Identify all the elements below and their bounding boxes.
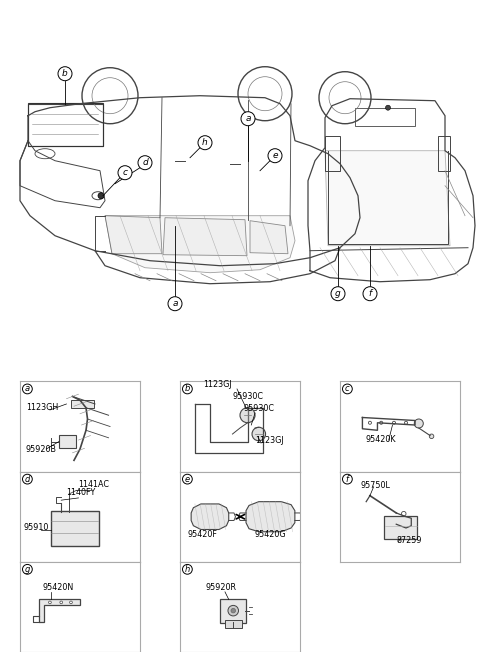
- Circle shape: [168, 297, 182, 311]
- FancyBboxPatch shape: [220, 599, 246, 623]
- Polygon shape: [105, 216, 295, 273]
- Circle shape: [385, 105, 391, 110]
- Circle shape: [228, 606, 239, 616]
- Bar: [28, 104, 103, 145]
- Circle shape: [23, 565, 32, 574]
- Text: a: a: [25, 385, 30, 393]
- Circle shape: [252, 427, 265, 441]
- Polygon shape: [325, 151, 450, 246]
- Circle shape: [182, 474, 192, 484]
- Text: 1123GJ: 1123GJ: [255, 436, 284, 445]
- Text: d: d: [142, 158, 148, 167]
- Circle shape: [405, 421, 408, 424]
- FancyBboxPatch shape: [225, 620, 242, 629]
- Text: b: b: [62, 69, 68, 78]
- Circle shape: [198, 136, 212, 150]
- Bar: [325, 136, 340, 171]
- Circle shape: [414, 419, 423, 428]
- Text: 1123GH: 1123GH: [26, 403, 58, 412]
- Text: 95930C: 95930C: [244, 404, 275, 413]
- Polygon shape: [105, 216, 162, 254]
- Text: 95920B: 95920B: [26, 445, 57, 454]
- Text: g: g: [24, 565, 30, 574]
- Text: 95910: 95910: [24, 524, 49, 532]
- Circle shape: [401, 511, 406, 516]
- Polygon shape: [39, 599, 80, 622]
- Text: g: g: [335, 289, 341, 298]
- Text: f: f: [346, 475, 349, 484]
- Circle shape: [182, 565, 192, 574]
- Circle shape: [23, 384, 32, 394]
- FancyBboxPatch shape: [384, 516, 417, 539]
- Text: 1123GJ: 1123GJ: [203, 380, 232, 389]
- Circle shape: [182, 384, 192, 394]
- Text: 95420K: 95420K: [366, 434, 396, 443]
- Text: e: e: [272, 151, 278, 160]
- Text: 95420N: 95420N: [42, 584, 73, 593]
- Circle shape: [70, 601, 72, 604]
- Polygon shape: [163, 218, 247, 256]
- Polygon shape: [191, 504, 229, 529]
- Text: 1141AC: 1141AC: [79, 481, 109, 490]
- FancyBboxPatch shape: [71, 400, 94, 408]
- Circle shape: [343, 384, 352, 394]
- Polygon shape: [246, 501, 295, 532]
- Text: 95750L: 95750L: [361, 481, 391, 490]
- Text: b: b: [185, 385, 190, 393]
- Circle shape: [331, 287, 345, 301]
- Circle shape: [118, 166, 132, 180]
- Circle shape: [369, 421, 372, 424]
- Circle shape: [138, 156, 152, 170]
- Text: a: a: [245, 114, 251, 123]
- Circle shape: [363, 287, 377, 301]
- Circle shape: [58, 67, 72, 81]
- Circle shape: [240, 408, 255, 422]
- Text: 95420F: 95420F: [188, 530, 217, 539]
- Text: 95420G: 95420G: [254, 530, 286, 539]
- Circle shape: [380, 421, 383, 424]
- Circle shape: [23, 474, 32, 484]
- Circle shape: [241, 111, 255, 126]
- Bar: [355, 108, 415, 126]
- Text: 95920R: 95920R: [206, 584, 237, 593]
- Text: c: c: [122, 168, 128, 177]
- Circle shape: [393, 421, 396, 424]
- Text: f: f: [369, 289, 372, 298]
- Circle shape: [231, 608, 236, 613]
- Text: h: h: [202, 138, 208, 147]
- Bar: [438, 136, 450, 171]
- Text: e: e: [185, 475, 190, 484]
- Text: h: h: [185, 565, 190, 574]
- Circle shape: [268, 149, 282, 163]
- Circle shape: [343, 474, 352, 484]
- FancyBboxPatch shape: [51, 511, 99, 546]
- Polygon shape: [250, 221, 288, 254]
- Circle shape: [98, 193, 104, 199]
- Text: d: d: [24, 475, 30, 484]
- Text: a: a: [172, 299, 178, 308]
- Text: 95930C: 95930C: [232, 393, 264, 402]
- Text: c: c: [345, 385, 350, 393]
- Text: 1140FY: 1140FY: [66, 488, 96, 497]
- Circle shape: [60, 601, 62, 604]
- Text: 87259: 87259: [396, 536, 422, 545]
- Circle shape: [48, 601, 51, 604]
- Bar: [28, 103, 103, 145]
- FancyBboxPatch shape: [59, 435, 76, 448]
- Circle shape: [429, 434, 434, 439]
